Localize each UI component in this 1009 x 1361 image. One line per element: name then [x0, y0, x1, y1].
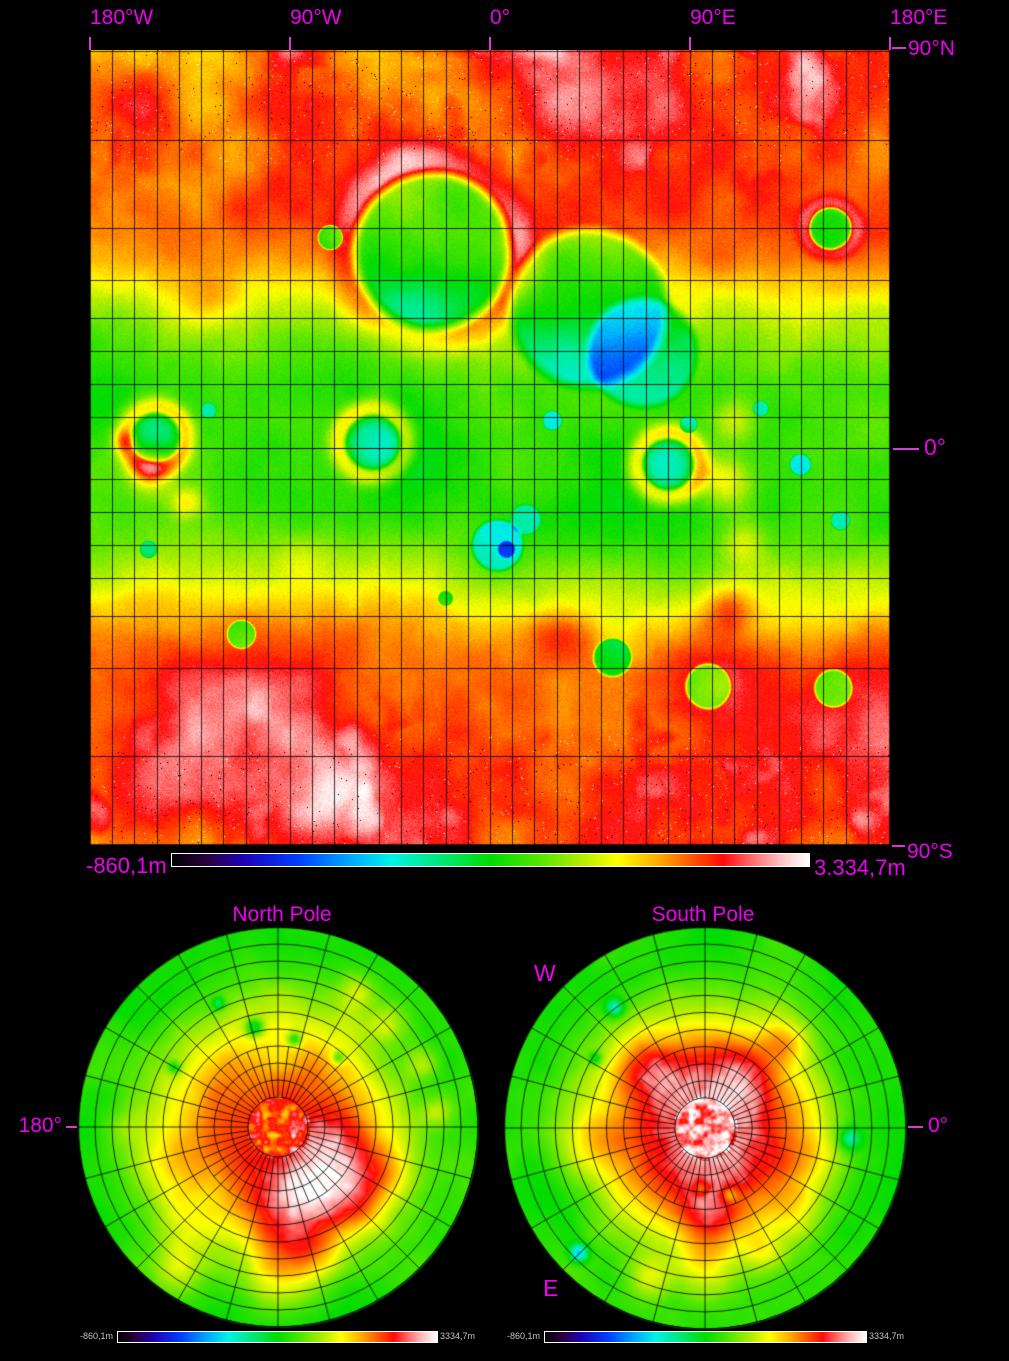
- tick-mark: [489, 37, 491, 50]
- south-colorbar-max-label: 3334,7m: [869, 1331, 905, 1341]
- south-pole-map: [502, 925, 908, 1331]
- lat-label-90n: 90°N: [908, 37, 955, 60]
- south-colorbar-min-label: -860,1m: [506, 1331, 540, 1341]
- tick-mark: [893, 448, 919, 450]
- north-pole-colorbar: [117, 1331, 438, 1343]
- tick-mark: [892, 845, 905, 847]
- north-colorbar-max-label: 3334,7m: [440, 1331, 476, 1341]
- colorbar-max-label: 3.334,7m: [814, 855, 906, 880]
- south-pole-west-label: W: [534, 960, 556, 986]
- tick-mark: [66, 1126, 77, 1128]
- north-pole-title: North Pole: [232, 903, 332, 926]
- south-pole-0-label: 0°: [928, 1114, 949, 1137]
- tick-mark: [889, 37, 891, 50]
- elevation-colorbar: [171, 853, 810, 867]
- tick-mark: [892, 47, 906, 49]
- tick-mark: [89, 37, 91, 50]
- south-pole-title: South Pole: [651, 903, 755, 926]
- tick-mark: [908, 1126, 923, 1128]
- global-topography-map: [90, 50, 890, 845]
- lat-label-0: 0°: [924, 434, 946, 460]
- lat-label-90s: 90°S: [907, 840, 953, 863]
- south-pole-east-label: E: [543, 1275, 559, 1301]
- south-pole-colorbar: [544, 1331, 867, 1343]
- north-colorbar-min-label: -860,1m: [79, 1331, 113, 1341]
- colorbar-min-label: -860,1m: [86, 853, 167, 878]
- tick-mark: [289, 37, 291, 50]
- north-pole-map: [76, 925, 480, 1329]
- tick-mark: [689, 37, 691, 50]
- north-pole-180-label: 180°: [18, 1114, 62, 1137]
